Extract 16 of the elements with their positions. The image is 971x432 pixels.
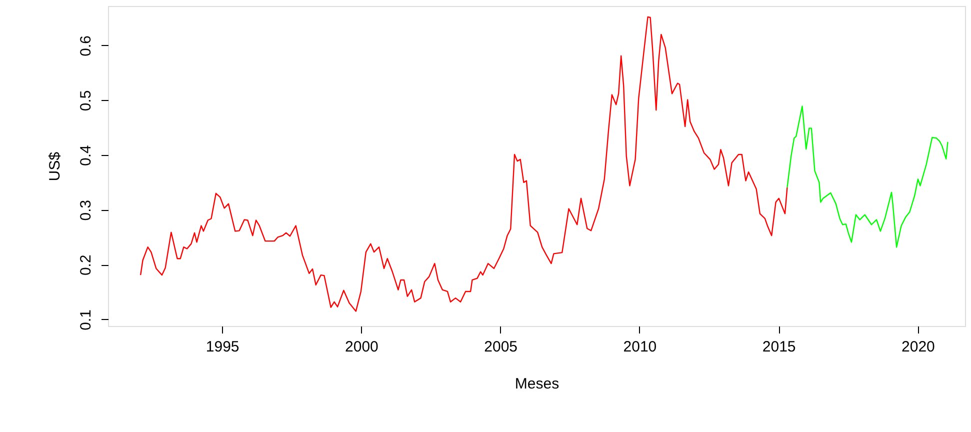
x-tick-label: 2015 [762, 338, 796, 356]
line-series [786, 106, 948, 248]
line-series [140, 16, 788, 312]
y-tick-label: 0.2 [78, 254, 94, 276]
y-tick-label: 0.4 [78, 145, 94, 166]
x-tick-label: 2005 [484, 338, 518, 356]
y-tick-label: 0.5 [78, 90, 94, 112]
x-tick-label: 2020 [902, 338, 935, 356]
x-axis-title: Meses [514, 376, 560, 392]
y-tick-label: 0.6 [78, 36, 94, 56]
y-axis-title: US$ [46, 151, 64, 182]
y-tick-label: 0.1 [78, 309, 94, 330]
x-tick-label: 2000 [345, 338, 378, 356]
x-tick-label: 2010 [623, 338, 657, 356]
y-tick-label: 0.3 [78, 200, 94, 221]
x-tick-label: 1995 [206, 338, 240, 356]
